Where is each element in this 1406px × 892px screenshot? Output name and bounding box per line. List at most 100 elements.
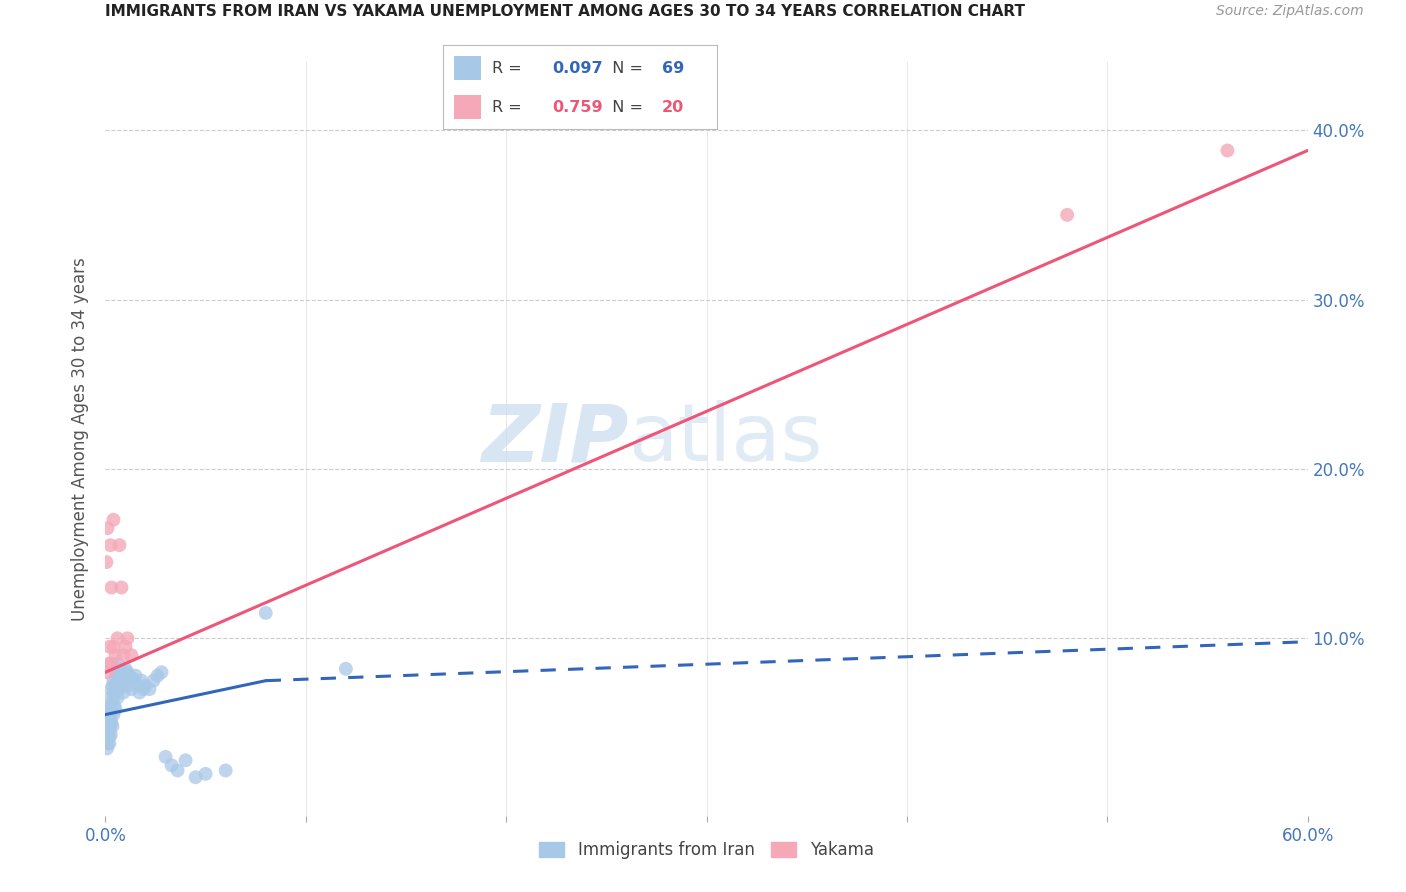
Point <box>124 668 146 682</box>
Point <box>114 673 136 688</box>
Point <box>117 632 139 646</box>
Point <box>108 673 131 688</box>
Point <box>112 668 135 682</box>
Point <box>97 736 120 750</box>
Point <box>104 679 127 693</box>
Point <box>114 640 136 654</box>
Point <box>166 764 188 778</box>
Point <box>104 702 127 716</box>
Point <box>103 699 125 714</box>
Point <box>107 668 129 682</box>
Point <box>100 657 122 671</box>
Point <box>174 753 197 767</box>
Point <box>1216 144 1239 158</box>
Point <box>96 665 118 680</box>
Point <box>128 685 150 699</box>
Point <box>184 770 207 784</box>
Y-axis label: Unemployment Among Ages 30 to 34 years: Unemployment Among Ages 30 to 34 years <box>72 258 90 621</box>
Point <box>1056 208 1078 222</box>
Point <box>103 673 125 688</box>
Point <box>127 679 149 693</box>
Point <box>103 513 125 527</box>
Point <box>98 640 121 654</box>
Point <box>98 713 121 727</box>
Point <box>98 699 121 714</box>
Point <box>146 668 169 682</box>
Point <box>104 648 127 663</box>
Text: R =: R = <box>492 61 527 76</box>
Point <box>108 682 131 697</box>
Point <box>100 716 122 731</box>
Point <box>104 685 127 699</box>
Point <box>98 707 121 722</box>
Point <box>100 699 122 714</box>
Text: IMMIGRANTS FROM IRAN VS YAKAMA UNEMPLOYMENT AMONG AGES 30 TO 34 YEARS CORRELATIO: IMMIGRANTS FROM IRAN VS YAKAMA UNEMPLOYM… <box>105 4 1025 20</box>
Point <box>155 750 177 764</box>
Point <box>100 581 122 595</box>
Point <box>101 719 124 733</box>
Text: ZIP: ZIP <box>481 401 628 478</box>
Point <box>103 640 125 654</box>
Point <box>107 690 129 705</box>
Point <box>96 730 118 744</box>
Text: 0.097: 0.097 <box>553 61 603 76</box>
Point <box>104 665 127 680</box>
Point <box>103 690 125 705</box>
Point <box>254 606 277 620</box>
Point <box>117 665 139 680</box>
Point <box>142 673 165 688</box>
Point <box>110 679 132 693</box>
Point <box>107 673 129 688</box>
Point <box>107 632 129 646</box>
Text: 69: 69 <box>662 61 685 76</box>
Point <box>107 657 129 671</box>
Point <box>103 685 125 699</box>
Bar <box>454 56 481 80</box>
Point <box>98 730 121 744</box>
Point <box>121 648 143 663</box>
Point <box>100 728 122 742</box>
Point <box>114 662 136 676</box>
Point <box>117 679 139 693</box>
Point <box>101 679 124 693</box>
Point <box>135 679 157 693</box>
Text: Source: ZipAtlas.com: Source: ZipAtlas.com <box>1216 4 1364 19</box>
Point <box>98 736 121 750</box>
Point <box>108 538 131 552</box>
Point <box>132 682 155 697</box>
Text: 0.759: 0.759 <box>553 100 603 115</box>
Bar <box>454 95 481 120</box>
Point <box>97 716 120 731</box>
Point <box>103 707 125 722</box>
Point <box>100 682 122 697</box>
Point <box>108 662 131 676</box>
Point <box>121 682 143 697</box>
Point <box>96 555 118 569</box>
Point <box>100 713 122 727</box>
Point <box>112 685 135 699</box>
Text: atlas: atlas <box>628 401 823 478</box>
Legend: Immigrants from Iran, Yakama: Immigrants from Iran, Yakama <box>534 837 879 864</box>
Point <box>335 662 357 676</box>
Point <box>110 665 132 680</box>
Point <box>214 764 236 778</box>
Text: 20: 20 <box>662 100 685 115</box>
Point <box>96 733 118 747</box>
Point <box>112 648 135 663</box>
Text: R =: R = <box>492 100 527 115</box>
Point <box>131 673 153 688</box>
Point <box>122 672 145 686</box>
Point <box>138 682 160 697</box>
Point <box>194 767 217 781</box>
Point <box>97 657 120 671</box>
Point <box>96 521 118 535</box>
Point <box>118 668 141 682</box>
Point <box>96 707 118 722</box>
Point <box>98 719 121 733</box>
Point <box>100 690 122 705</box>
Point <box>110 581 132 595</box>
Point <box>97 724 120 739</box>
Point <box>101 702 124 716</box>
Point <box>160 758 183 772</box>
Text: N =: N = <box>602 100 648 115</box>
